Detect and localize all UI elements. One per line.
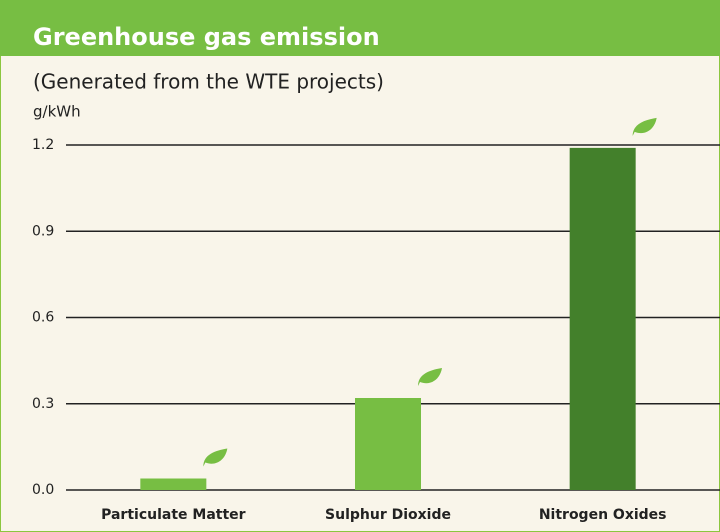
chart-title: Greenhouse gas emission xyxy=(33,23,380,51)
x-tick-label: Particulate Matter xyxy=(101,507,246,523)
leaf-icon xyxy=(418,368,442,386)
x-tick-label: Nitrogen Oxides xyxy=(539,507,667,523)
leaf-icon xyxy=(632,117,657,136)
y-tick-label: 0.3 xyxy=(32,396,54,412)
y-tick-label: 1.2 xyxy=(32,137,54,153)
x-tick-label: Sulphur Dioxide xyxy=(325,507,451,523)
y-axis-label: g/kWh xyxy=(33,103,81,121)
bar xyxy=(140,478,207,490)
y-tick-label: 0.0 xyxy=(32,482,54,498)
y-tick-label: 0.9 xyxy=(32,223,54,239)
leaf-icon xyxy=(203,448,228,467)
header-band xyxy=(0,0,720,56)
y-tick-label: 0.6 xyxy=(32,310,54,326)
bar xyxy=(569,147,636,490)
chart-subtitle: (Generated from the WTE projects) xyxy=(33,70,384,94)
bar xyxy=(355,398,421,490)
